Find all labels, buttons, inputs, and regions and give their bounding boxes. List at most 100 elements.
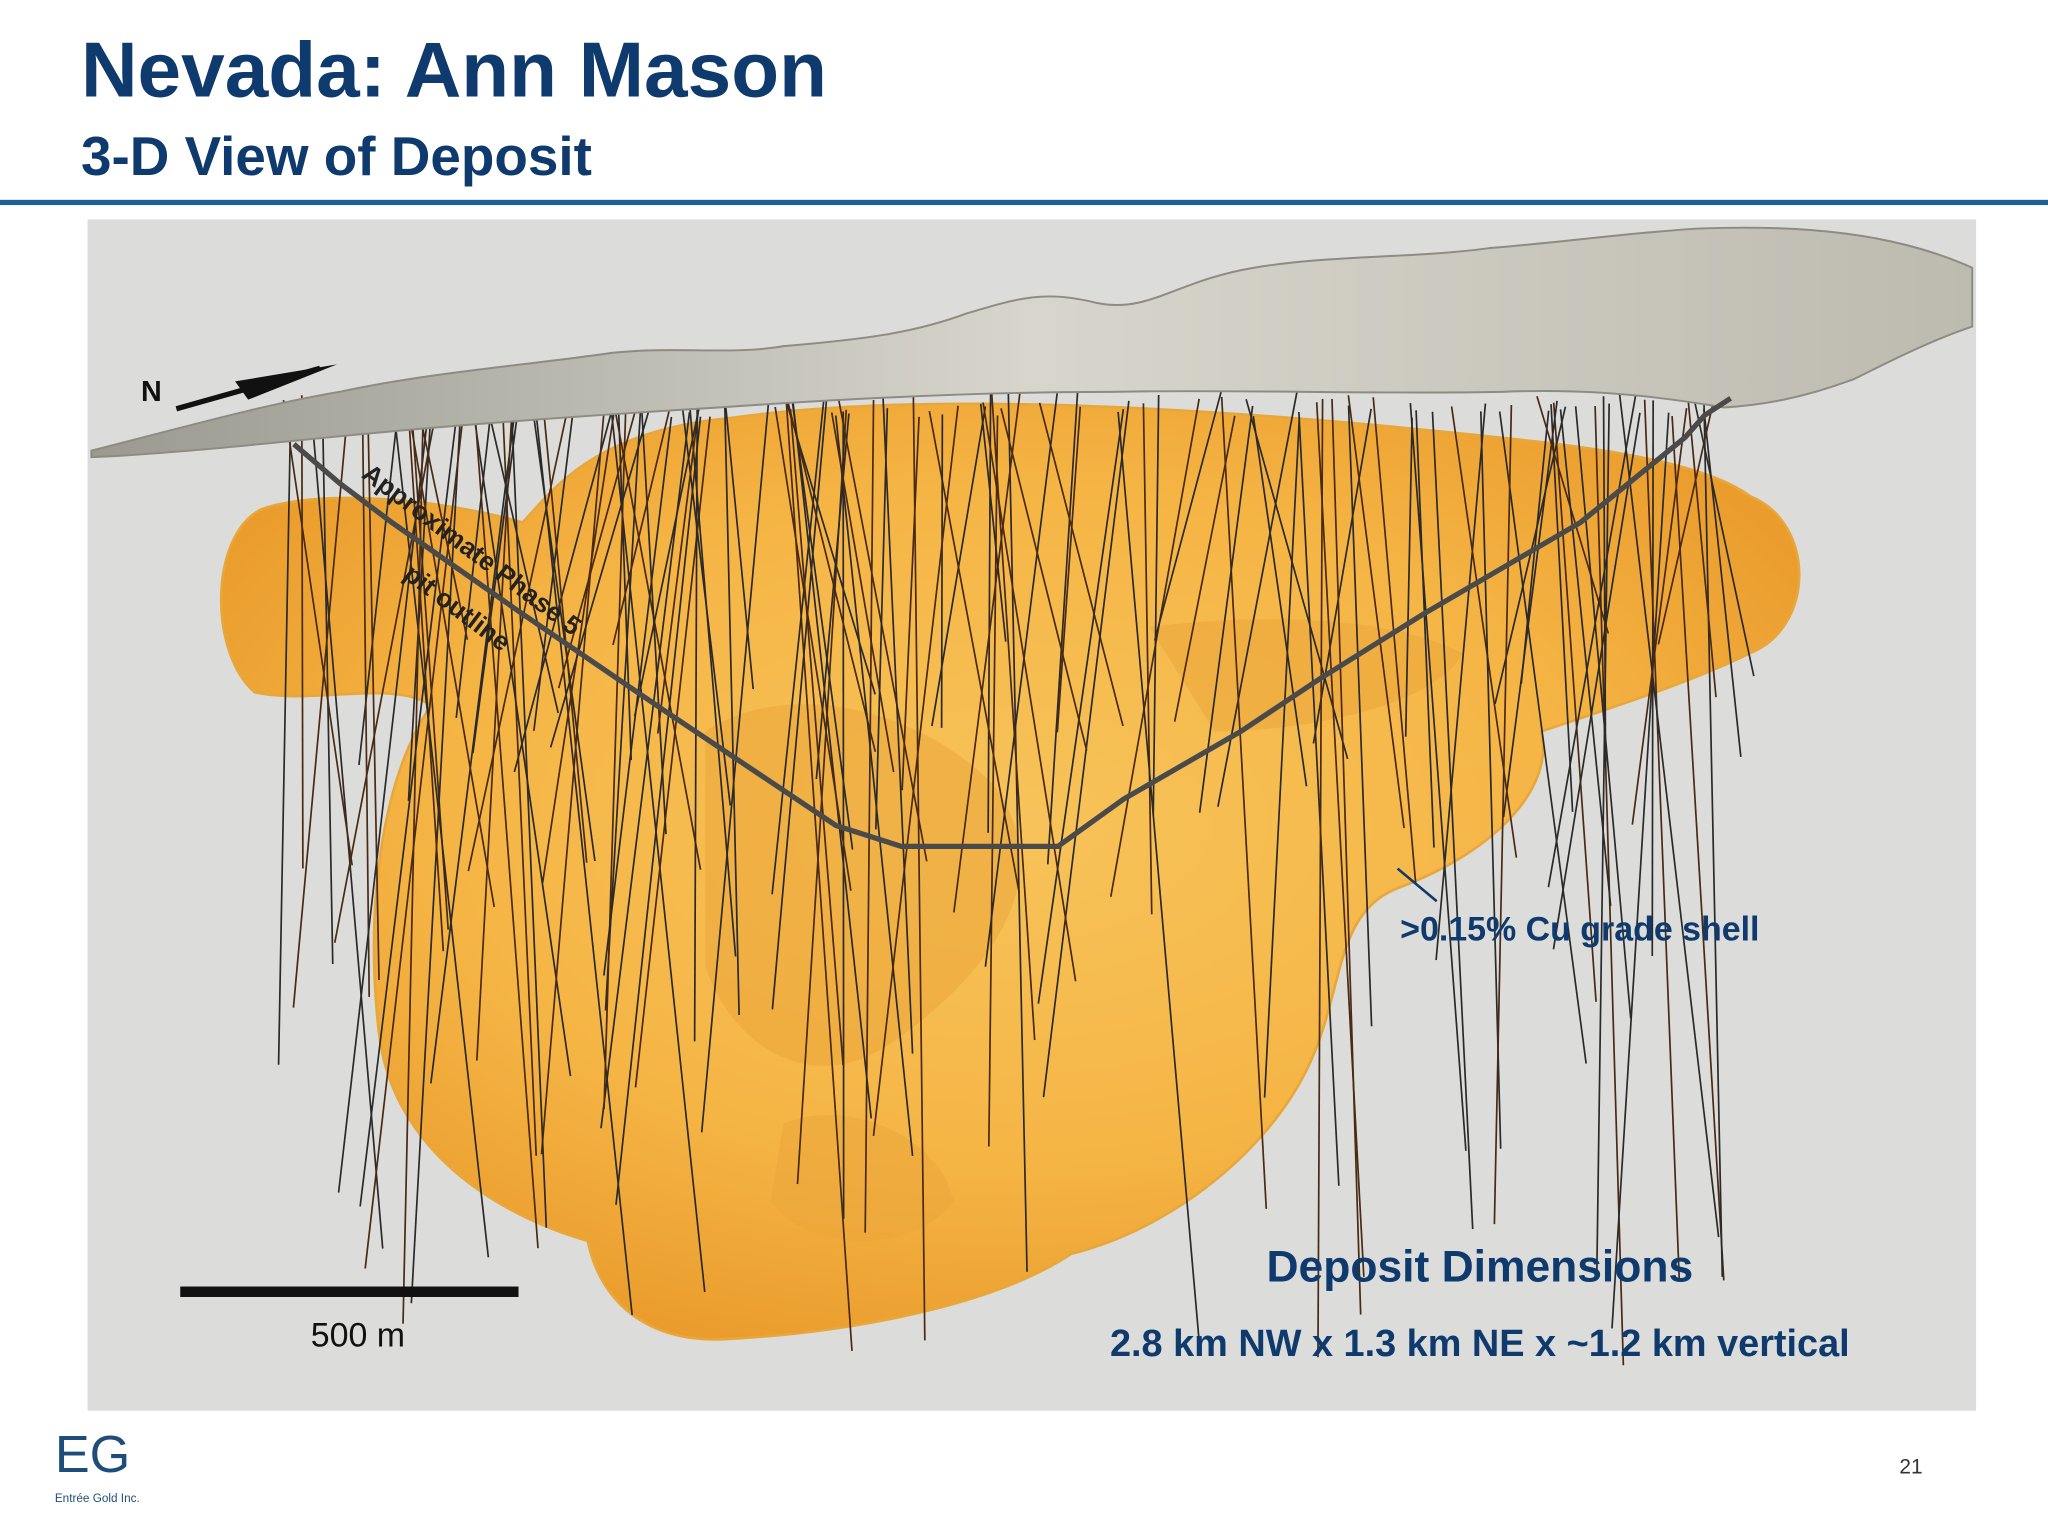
drill-hole xyxy=(610,408,706,1293)
drill-hole xyxy=(1552,412,1641,950)
drill-hole xyxy=(1552,402,1597,1002)
drill-hole xyxy=(1703,408,1742,757)
drill-holes xyxy=(277,391,1755,1366)
drill-hole xyxy=(489,417,560,714)
drill-hole xyxy=(774,406,852,891)
drill-hole xyxy=(533,407,575,731)
north-arrowhead xyxy=(235,364,337,400)
header-rule xyxy=(0,199,2048,206)
drill-hole xyxy=(634,416,711,1088)
drill-hole xyxy=(292,411,349,1008)
drill-hole xyxy=(1618,392,1720,1238)
drill-hole xyxy=(790,397,854,850)
drill-hole xyxy=(277,401,292,1065)
drill-hole xyxy=(874,408,889,830)
drill-hole xyxy=(785,400,853,1351)
drill-hole xyxy=(1703,403,1724,1277)
drill-hole xyxy=(837,398,928,862)
drill-hole xyxy=(864,399,875,1233)
drill-hole xyxy=(1502,400,1558,818)
drill-hole xyxy=(1431,411,1474,1230)
drill-hole xyxy=(1479,411,1502,1149)
drill-hole xyxy=(987,415,999,1147)
drill-hole xyxy=(1056,406,1082,733)
drill-hole xyxy=(1498,411,1587,1064)
drill-hole xyxy=(1252,415,1308,787)
drill-hole xyxy=(725,407,755,690)
page-number: 21 xyxy=(1899,1455,1922,1478)
drill-hole xyxy=(429,391,519,1084)
drill-hole xyxy=(1631,407,1688,825)
drill-hole xyxy=(1409,402,1467,1151)
drill-hole xyxy=(615,416,702,1205)
drill-hole xyxy=(1611,412,1670,1329)
drill-hole xyxy=(501,410,538,1156)
drill-hole xyxy=(1245,398,1349,760)
drill-hole xyxy=(693,408,699,1042)
drill-hole xyxy=(1574,406,1632,1019)
drill-hole xyxy=(882,394,914,1054)
drill-hole xyxy=(1007,393,1028,1272)
drill-hole xyxy=(1550,404,1574,812)
figure: N Approximate Phase 5 pit outline >0.15%… xyxy=(87,219,1977,1411)
drill-hole xyxy=(1312,408,1372,744)
drill-hole xyxy=(1152,394,1160,816)
drill-hole xyxy=(1220,396,1268,1209)
drill-hole xyxy=(333,404,439,943)
drill-hole xyxy=(940,414,944,728)
dimensions-text: 2.8 km NW x 1.3 km NE x ~1.2 km vertical xyxy=(1110,1323,1850,1365)
drill-hole xyxy=(543,413,588,863)
drill-hole xyxy=(455,400,493,719)
drill-hole xyxy=(830,412,895,773)
subtitle: 3-D View of Deposit xyxy=(81,125,592,187)
drill-hole xyxy=(979,403,1007,642)
grade-shell-shading xyxy=(705,619,1463,1241)
drill-hole xyxy=(617,409,633,761)
drill-hole xyxy=(1671,415,1725,1281)
drill-hole xyxy=(1038,402,1124,727)
drill-hole xyxy=(912,393,926,1341)
drill-hole xyxy=(321,404,334,965)
drill-hole xyxy=(1657,392,1717,645)
shell-leader xyxy=(1396,867,1438,903)
drill-hole xyxy=(600,412,691,1129)
drill-hole xyxy=(603,416,673,976)
drill-hole xyxy=(402,412,425,1324)
drill-hole xyxy=(603,410,627,1110)
drill-hole xyxy=(1153,391,1222,641)
drill-hole xyxy=(612,407,671,646)
drill-hole xyxy=(359,392,461,1207)
drill-hole xyxy=(1046,392,1079,865)
drill-hole xyxy=(789,408,844,1066)
shell-label: >0.15% Cu grade shell xyxy=(1400,910,1759,948)
drill-hole xyxy=(786,400,877,753)
drill-hole xyxy=(982,402,1077,982)
drill-hole xyxy=(1686,391,1717,698)
drill-hole xyxy=(1347,395,1405,829)
scale-bar xyxy=(180,1286,519,1297)
drill-hole xyxy=(1000,408,1088,751)
drill-hole xyxy=(475,394,514,1061)
drill-hole xyxy=(557,404,638,689)
drill-hole xyxy=(472,395,521,754)
drill-hole xyxy=(1142,403,1153,915)
drill-hole xyxy=(414,395,469,640)
drill-hole xyxy=(1404,417,1413,737)
drill-hole xyxy=(1450,406,1518,858)
drill-hole xyxy=(282,399,353,866)
drill-hole xyxy=(472,410,572,1077)
drill-hole xyxy=(1298,411,1340,1186)
drill-hole xyxy=(1602,396,1607,768)
drill-hole xyxy=(1037,408,1125,1004)
drill-hole xyxy=(792,402,873,1119)
drill-hole xyxy=(987,393,992,833)
drill-hole xyxy=(1536,395,1610,634)
drill-hole xyxy=(1547,394,1637,888)
drill-hole xyxy=(633,394,703,717)
drill-hole xyxy=(1263,416,1301,1098)
drill-hole xyxy=(467,405,570,872)
drill-hole xyxy=(513,413,612,773)
drill-hole xyxy=(723,398,740,1016)
drill-hole xyxy=(1347,405,1373,1027)
